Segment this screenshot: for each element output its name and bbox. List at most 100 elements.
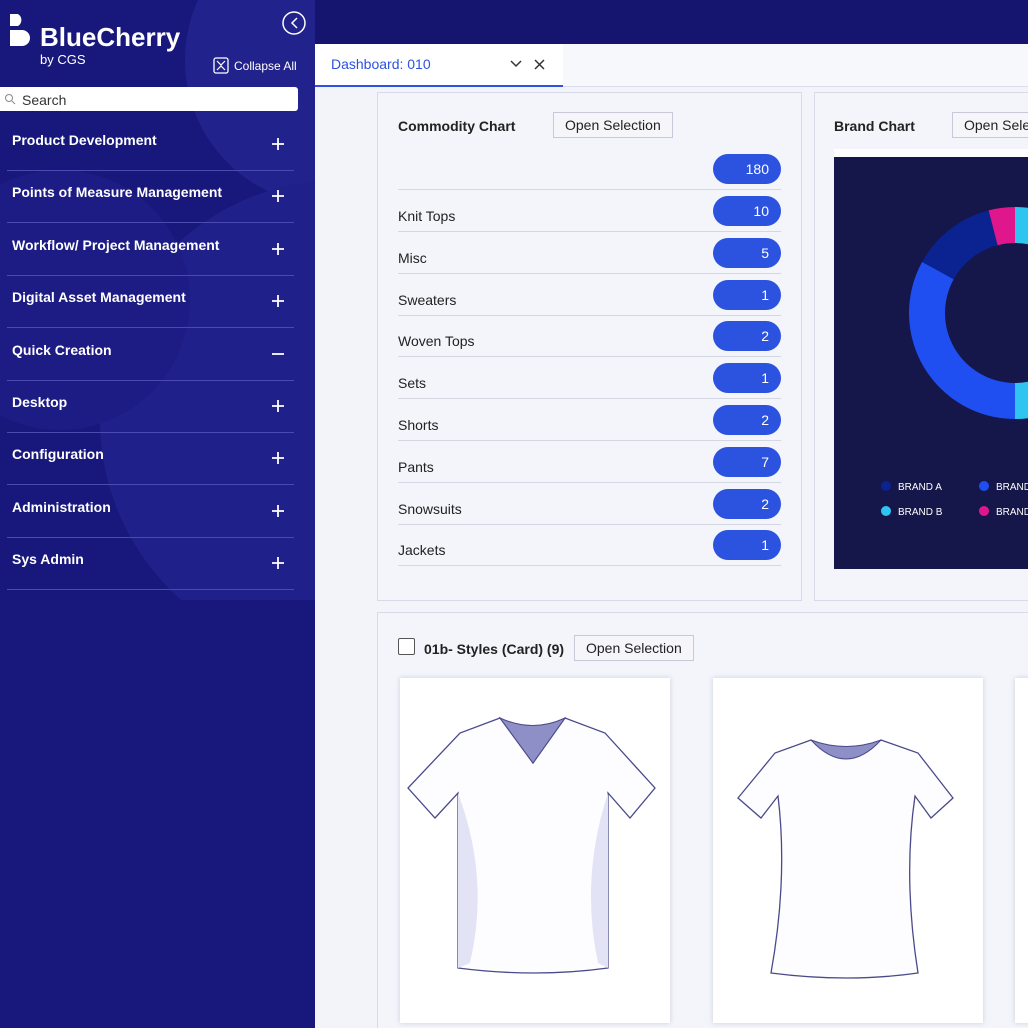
- menu-item[interactable]: Workflow/ Project Management: [7, 223, 294, 276]
- open-selection[interactable]: Open Selection: [574, 635, 694, 661]
- sidebar-decor: [0, 0, 315, 600]
- expand-icon: [272, 452, 284, 465]
- icon-stroke: [272, 295, 284, 308]
- brand-chart: Brand Chart Open Selection BRAND BBRANDB…: [814, 92, 1028, 601]
- checkbox[interactable]: [398, 638, 415, 655]
- row-separator: [398, 231, 781, 232]
- menu-label: Workflow/ Project Management: [12, 236, 220, 253]
- total-count: 180: [713, 154, 781, 184]
- menu-item[interactable]: Product Development: [7, 118, 294, 171]
- donut-chart: BRAND B BRAND BRAND A BRAND: [834, 149, 1028, 569]
- menu-label: Points of Measure Management: [12, 184, 223, 201]
- count-pill: 5: [713, 237, 781, 268]
- icon-stroke: [272, 557, 284, 570]
- commodity-chart: Commodity Chart Open Selection 180 Knit …: [377, 92, 802, 601]
- tshirt-vneck: [407, 716, 656, 974]
- top-bar: [315, 0, 1028, 44]
- sidebar: BlueCherry by CGS Collapse All Search Pr…: [0, 0, 315, 1028]
- panel-title: Commodity Chart: [398, 118, 516, 134]
- row-separator: [398, 189, 781, 190]
- menu-item[interactable]: Quick Creation: [7, 328, 294, 381]
- row-separator: [398, 523, 781, 525]
- row-separator: [398, 481, 781, 483]
- donut-segment: [988, 207, 1015, 246]
- tshirt-crew: [737, 739, 954, 979]
- panel-title: Brand Chart: [834, 118, 915, 134]
- tab-bar: Dashboard: 010: [315, 44, 1028, 87]
- icon-stroke: [272, 190, 284, 203]
- legend-label: BRAND: [996, 482, 1028, 493]
- row-separator: [398, 440, 781, 441]
- search-box[interactable]: Search: [0, 87, 298, 111]
- row-separator: [398, 565, 781, 567]
- style-card[interactable]: [400, 678, 670, 1023]
- donut-segment: [922, 210, 998, 280]
- menu-item[interactable]: Configuration: [7, 432, 294, 486]
- row-label: Shorts: [398, 417, 439, 433]
- expand-icon: [272, 504, 284, 517]
- collapse-all[interactable]: Collapse All: [234, 59, 297, 73]
- legend-label: BRAND: [996, 507, 1028, 518]
- legend-label: BRAND A: [898, 482, 942, 493]
- menu-item[interactable]: Digital Asset Management: [7, 275, 294, 329]
- count-pill: 2: [713, 321, 781, 352]
- brand-name: BlueCherry: [40, 22, 181, 52]
- donut-segment: [909, 261, 1015, 419]
- search-placeholder: Search: [22, 92, 67, 108]
- legend-label: BRAND B: [898, 507, 943, 518]
- style-card[interactable]: [1015, 678, 1028, 1023]
- count-pill: 10: [713, 196, 781, 226]
- expand-icon: [272, 242, 284, 255]
- legend-swatch: [979, 481, 989, 491]
- menu-label: Administration: [12, 498, 111, 515]
- count-pill: 1: [713, 363, 781, 394]
- row-separator: [398, 398, 781, 400]
- icon-stroke: [272, 400, 284, 412]
- row-label: Knit Tops: [398, 208, 456, 224]
- menu-item[interactable]: Administration: [7, 485, 294, 538]
- icon-stroke: [272, 504, 284, 517]
- menu-label: Sys Admin: [12, 551, 84, 568]
- panel-title: 01b- Styles (Card) (9): [424, 641, 565, 657]
- icon-stroke: [272, 242, 284, 255]
- row-separator: [398, 314, 781, 316]
- count-pill: 7: [713, 446, 781, 477]
- count-pill: 1: [713, 530, 781, 561]
- menu-label: Product Development: [12, 132, 157, 148]
- row-label: Snowsuits: [398, 500, 462, 517]
- row-label: Pants: [398, 458, 434, 475]
- legend-swatch: [979, 506, 989, 516]
- tab-icons: [510, 59, 545, 70]
- menu-item[interactable]: Desktop: [7, 380, 294, 433]
- menu-label: Configuration: [12, 446, 104, 463]
- row-label: Sets: [398, 375, 427, 392]
- icon-stroke: [272, 138, 284, 150]
- legend-swatch: [881, 481, 891, 491]
- tab[interactable]: Dashboard: 010: [315, 44, 563, 87]
- expand-icon: [272, 400, 284, 412]
- count-pill: 2: [713, 405, 781, 435]
- menu-label: Digital Asset Management: [12, 289, 186, 306]
- expand-icon: [272, 190, 284, 203]
- legend-swatch: [881, 506, 891, 516]
- row-label: Jackets: [398, 542, 446, 559]
- menu-item[interactable]: Sys Admin: [7, 537, 294, 591]
- tab-title: Dashboard: 010: [331, 56, 431, 72]
- icon-stroke: [272, 452, 284, 465]
- search-icon: [5, 94, 16, 105]
- menu-label: Quick Creation: [12, 341, 112, 358]
- row-label: Sweaters: [398, 291, 457, 308]
- style-card[interactable]: [713, 678, 983, 1023]
- expand-icon: [272, 557, 284, 570]
- expand-icon: [272, 138, 284, 150]
- open-selection[interactable]: Open Selection: [952, 112, 1028, 138]
- collapse-icon: [272, 352, 284, 355]
- open-selection[interactable]: Open Selection: [553, 112, 673, 138]
- row-label: Misc: [398, 249, 427, 266]
- menu-item[interactable]: Points of Measure Management: [7, 170, 294, 224]
- count-pill: 2: [713, 488, 781, 519]
- donut-segment: [1015, 207, 1028, 419]
- menu-label: Desktop: [12, 394, 68, 410]
- row-label: Woven Tops: [398, 333, 475, 350]
